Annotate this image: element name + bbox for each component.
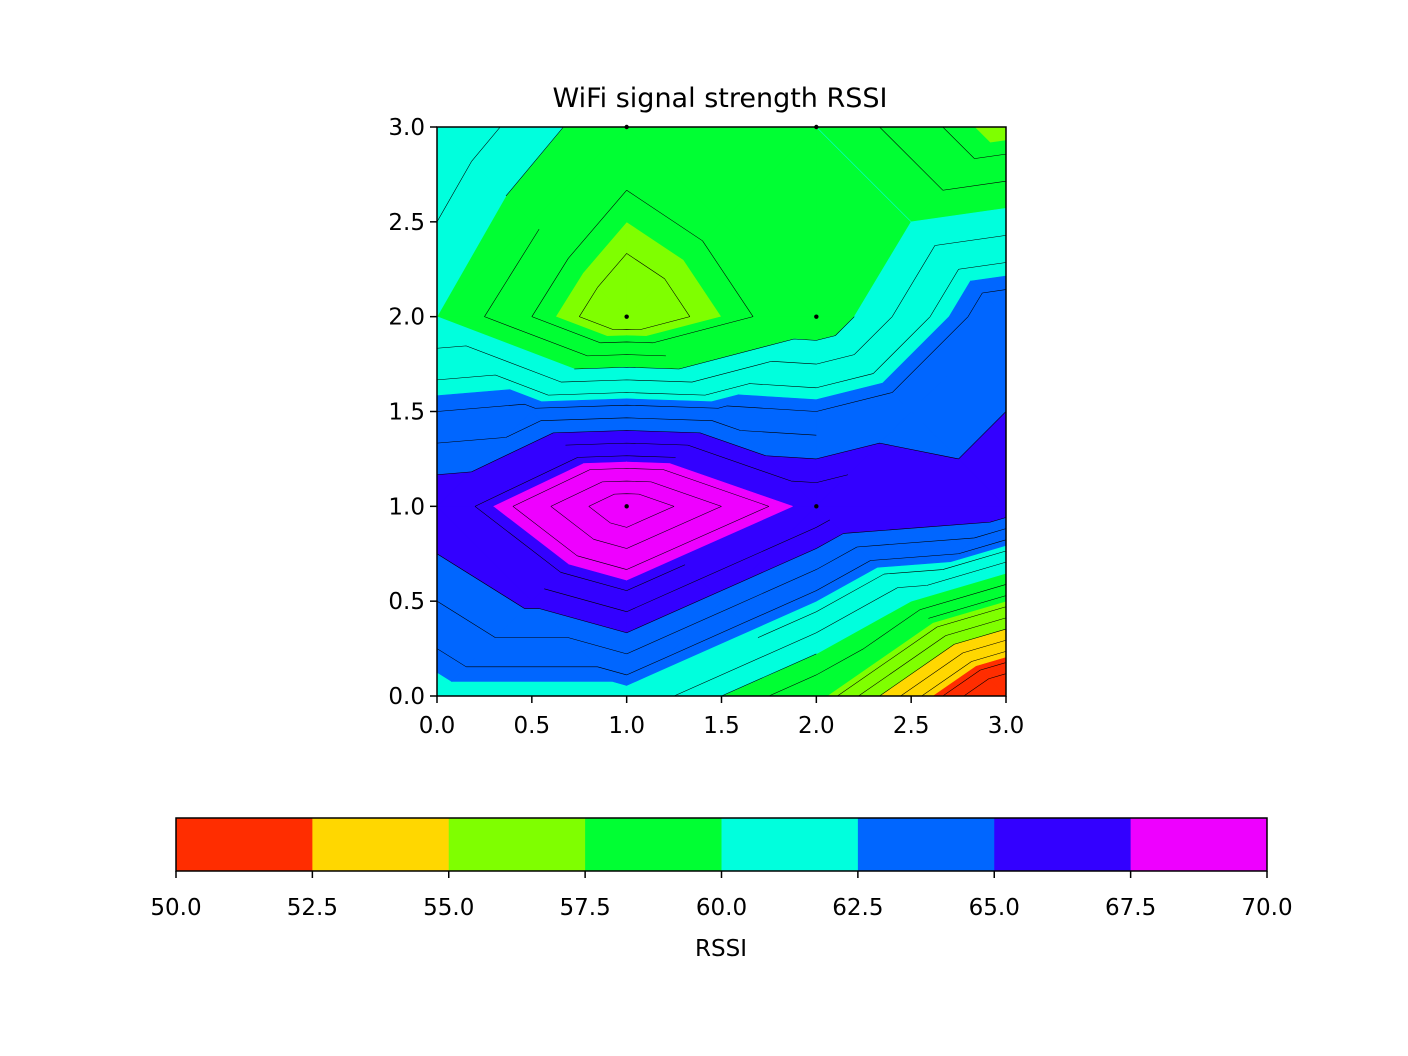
contour-line	[858, 617, 1006, 696]
colorbar-swatch	[857, 818, 995, 871]
colorbar-swatches	[176, 818, 1268, 871]
y-axis: 0.0 0.5 1.0 1.5 2.0 2.5 3.0	[388, 115, 437, 710]
chart-title: WiFi signal strength RSSI	[552, 83, 887, 114]
contour-line	[437, 127, 1006, 696]
contour-line	[531, 127, 1006, 619]
sample-point	[624, 314, 629, 319]
colorbar-swatch	[448, 818, 586, 871]
colorbar-swatch	[312, 818, 450, 871]
colorbar-swatch	[585, 818, 722, 871]
contour-line	[942, 662, 1006, 696]
contour-line	[484, 127, 1006, 696]
colorbar-tick-label: 50.0	[150, 895, 201, 921]
contour-line	[900, 639, 1006, 696]
colorbar-tick-label: 67.5	[1105, 895, 1156, 921]
contour-lines	[437, 127, 1006, 696]
contour-line	[879, 628, 1006, 696]
sample-points	[624, 124, 819, 509]
y-tick-label: 2.5	[388, 210, 425, 236]
y-tick-label: 2.0	[388, 305, 425, 331]
x-tick-label: 2.0	[798, 713, 835, 739]
contour-line	[437, 289, 1006, 676]
colorbar-tick-label: 62.5	[832, 895, 883, 921]
y-tick-label: 3.0	[388, 115, 425, 141]
contour-line	[512, 468, 770, 570]
plot-area	[436, 124, 1007, 697]
colorbar-tick-label: 57.5	[560, 895, 611, 921]
x-tick-label: 2.5	[893, 713, 930, 739]
x-axis: 0.0 0.5 1.0 1.5 2.0 2.5 3.0	[419, 696, 1025, 739]
colorbar-ticks: 50.0 52.5 55.0 57.5 60.0 62.5 65.0 67.5 70.0	[150, 871, 1293, 921]
colorbar-tick-label: 65.0	[969, 895, 1020, 921]
contour-line	[437, 417, 1006, 655]
y-tick-label: 0.5	[388, 589, 425, 615]
contour-line	[437, 411, 1006, 634]
contour-line	[544, 442, 849, 612]
contour-line	[921, 651, 1006, 696]
x-tick-label: 0.5	[514, 713, 551, 739]
x-tick-label: 3.0	[988, 713, 1025, 739]
contour-line	[963, 673, 1006, 696]
contour-band	[493, 461, 793, 581]
colorbar-label: RSSI	[695, 936, 747, 962]
x-tick-label: 1.0	[608, 713, 645, 739]
colorbar-tick-label: 70.0	[1241, 895, 1292, 921]
y-tick-label: 1.5	[388, 400, 425, 426]
sample-point	[814, 504, 819, 509]
contour-line	[588, 493, 675, 528]
colorbar-tick-label: 52.5	[287, 895, 338, 921]
colorbar-swatch	[176, 818, 313, 871]
colorbar-tick-label: 60.0	[696, 895, 747, 921]
contour-line	[505, 127, 855, 696]
sample-point	[624, 504, 629, 509]
contour-line	[474, 455, 686, 591]
colorbar-swatch	[721, 818, 859, 871]
x-tick-label: 0.0	[419, 713, 456, 739]
contour-line	[437, 262, 1006, 638]
colorbar-tick-label: 55.0	[423, 895, 474, 921]
contour-fills	[437, 127, 1006, 696]
colorbar: 50.0 52.5 55.0 57.5 60.0 62.5 65.0 67.5 70.0 RSS…	[150, 817, 1293, 962]
contour-line	[550, 480, 722, 549]
sample-point	[814, 314, 819, 319]
x-tick-label: 1.5	[703, 713, 740, 739]
contour-line	[579, 253, 1006, 696]
y-tick-label: 1.0	[388, 494, 425, 520]
colorbar-swatch	[994, 818, 1132, 871]
colorbar-swatch	[1130, 818, 1268, 871]
y-tick-label: 0.0	[388, 684, 425, 710]
